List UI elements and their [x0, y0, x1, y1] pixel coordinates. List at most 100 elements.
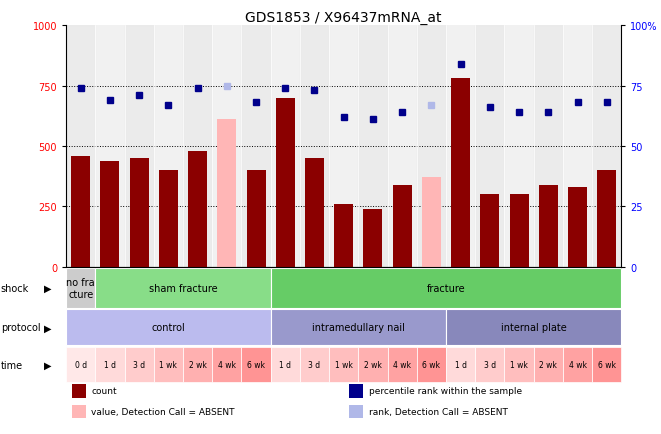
Bar	[154, 26, 183, 267]
Bar	[71, 156, 90, 267]
Bar	[387, 347, 417, 382]
Text: time: time	[1, 360, 22, 370]
Bar	[241, 347, 270, 382]
Bar	[212, 26, 241, 267]
Bar	[481, 195, 499, 267]
Bar	[539, 185, 558, 267]
Bar	[305, 159, 324, 267]
Bar	[241, 26, 270, 267]
Bar	[334, 204, 353, 267]
Text: 2 wk: 2 wk	[539, 360, 557, 369]
Bar	[393, 185, 412, 267]
Bar	[504, 347, 533, 382]
Bar	[154, 347, 183, 382]
Bar	[130, 159, 149, 267]
Text: ▶: ▶	[44, 322, 52, 332]
Bar	[300, 347, 329, 382]
Text: 0 d: 0 d	[75, 360, 87, 369]
Text: control: control	[151, 322, 185, 332]
Bar	[270, 268, 621, 308]
Text: 6 wk: 6 wk	[422, 360, 440, 369]
Text: 1 d: 1 d	[280, 360, 292, 369]
Text: 6 wk: 6 wk	[598, 360, 616, 369]
Bar	[504, 26, 533, 267]
Bar	[71, 404, 85, 418]
Bar	[95, 26, 124, 267]
Text: value, Detection Call = ABSENT: value, Detection Call = ABSENT	[91, 407, 235, 416]
Bar	[422, 178, 441, 267]
Bar	[212, 347, 241, 382]
Text: internal plate: internal plate	[501, 322, 566, 332]
Bar	[95, 268, 270, 308]
Text: 1 wk: 1 wk	[159, 360, 177, 369]
Text: percentile rank within the sample: percentile rank within the sample	[369, 386, 522, 395]
Text: ▶: ▶	[44, 283, 52, 293]
Title: GDS1853 / X96437mRNA_at: GDS1853 / X96437mRNA_at	[245, 11, 442, 25]
Bar	[387, 26, 417, 267]
Text: 2 wk: 2 wk	[188, 360, 206, 369]
Bar	[183, 347, 212, 382]
Bar	[417, 347, 446, 382]
Bar	[358, 26, 387, 267]
Bar	[451, 79, 470, 267]
Text: 1 wk: 1 wk	[334, 360, 353, 369]
Text: ▶: ▶	[44, 360, 52, 370]
Bar	[349, 404, 363, 418]
Bar	[592, 26, 621, 267]
Bar	[66, 26, 95, 267]
Bar	[598, 171, 616, 267]
Bar	[417, 26, 446, 267]
Bar	[66, 310, 270, 345]
Bar	[124, 347, 154, 382]
Bar	[270, 347, 300, 382]
Text: shock: shock	[1, 283, 29, 293]
Bar	[475, 26, 504, 267]
Bar	[358, 347, 387, 382]
Bar	[446, 310, 621, 345]
Text: 4 wk: 4 wk	[393, 360, 411, 369]
Bar	[270, 310, 446, 345]
Text: no fra
cture: no fra cture	[66, 277, 95, 299]
Bar	[533, 26, 563, 267]
Bar	[364, 209, 383, 267]
Bar	[446, 347, 475, 382]
Bar	[100, 161, 120, 267]
Bar	[510, 195, 529, 267]
Bar	[66, 347, 95, 382]
Text: 4 wk: 4 wk	[218, 360, 236, 369]
Bar	[563, 26, 592, 267]
Bar	[349, 384, 363, 398]
Bar	[592, 347, 621, 382]
Text: 6 wk: 6 wk	[247, 360, 265, 369]
Bar	[270, 26, 300, 267]
Bar	[124, 26, 154, 267]
Bar	[329, 347, 358, 382]
Bar	[568, 187, 587, 267]
Text: sham fracture: sham fracture	[149, 283, 217, 293]
Bar	[563, 347, 592, 382]
Bar	[95, 347, 124, 382]
Text: count: count	[91, 386, 117, 395]
Bar	[66, 268, 95, 308]
Text: 3 d: 3 d	[133, 360, 145, 369]
Text: 4 wk: 4 wk	[568, 360, 586, 369]
Text: protocol: protocol	[1, 322, 40, 332]
Text: 1 d: 1 d	[455, 360, 467, 369]
Bar	[188, 151, 207, 267]
Bar	[71, 384, 85, 398]
Text: fracture: fracture	[427, 283, 465, 293]
Text: 1 d: 1 d	[104, 360, 116, 369]
Bar	[159, 171, 178, 267]
Bar	[475, 347, 504, 382]
Text: 3 d: 3 d	[309, 360, 321, 369]
Bar	[276, 99, 295, 267]
Text: intramedullary nail: intramedullary nail	[312, 322, 405, 332]
Bar	[217, 120, 237, 267]
Text: 2 wk: 2 wk	[364, 360, 382, 369]
Text: rank, Detection Call = ABSENT: rank, Detection Call = ABSENT	[369, 407, 508, 416]
Bar	[446, 26, 475, 267]
Bar	[533, 347, 563, 382]
Bar	[300, 26, 329, 267]
Text: 3 d: 3 d	[484, 360, 496, 369]
Text: 1 wk: 1 wk	[510, 360, 528, 369]
